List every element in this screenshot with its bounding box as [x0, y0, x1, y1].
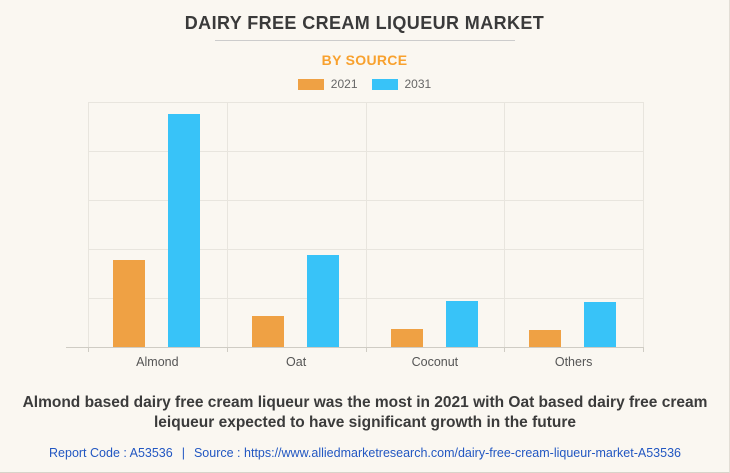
x-axis-tick	[226, 347, 228, 352]
chart-title: DAIRY FREE CREAM LIQUEUR MARKET	[184, 13, 545, 33]
bar-oat-2021[interactable]	[251, 316, 284, 347]
gridline-vertical	[226, 102, 228, 347]
x-axis-label-others: Others	[554, 355, 593, 369]
separator: |	[181, 446, 185, 460]
report-code: Report Code : A53536	[49, 446, 173, 460]
legend-label-2031: 2031	[404, 77, 432, 91]
legend-item-2031[interactable]: 2031	[371, 77, 432, 91]
source-prefix: Source :	[193, 446, 241, 460]
legend-swatch-2021	[297, 78, 324, 90]
legend-item-2021[interactable]: 2021	[297, 77, 358, 91]
bar-almond-2031[interactable]	[168, 113, 200, 347]
report-source-line: Report Code : A53536 | Source : https://ww…	[0, 446, 729, 460]
x-axis-line	[66, 347, 643, 348]
x-axis-tick	[504, 347, 506, 352]
gridline-vertical	[365, 102, 367, 347]
bar-coconut-2021[interactable]	[390, 328, 423, 347]
chart-summary: Almond based dairy free cream liqueur wa…	[0, 393, 729, 432]
x-axis-label-coconut: Coconut	[411, 355, 459, 369]
x-axis-label-oat: Oat	[286, 355, 307, 369]
bar-coconut-2031[interactable]	[445, 300, 478, 347]
bar-others-2021[interactable]	[529, 329, 562, 347]
bar-oat-2031[interactable]	[306, 254, 339, 347]
chart-subtitle: BY SOURCE	[321, 52, 408, 68]
x-axis-tick	[365, 347, 367, 352]
gridline-vertical	[643, 102, 644, 347]
bar-others-2031[interactable]	[584, 301, 617, 347]
summary-line-1: Almond based dairy free cream liqueur wa…	[22, 394, 708, 411]
legend-swatch-2031	[371, 78, 398, 90]
title-divider	[214, 40, 515, 41]
gridline-vertical	[88, 102, 89, 347]
legend-label-2021: 2021	[330, 77, 358, 91]
source-url-link[interactable]: https://www.alliedmarketresearch.com/dai…	[244, 446, 681, 460]
legend: 2021 2031	[0, 77, 729, 91]
x-axis-tick	[88, 347, 89, 352]
x-axis-label-almond: Almond	[136, 355, 179, 369]
bar-almond-2021[interactable]	[113, 259, 145, 347]
x-axis-tick	[643, 347, 644, 352]
gridline-vertical	[504, 102, 506, 347]
summary-line-2: leiqueur expected to have significant gr…	[154, 413, 576, 431]
